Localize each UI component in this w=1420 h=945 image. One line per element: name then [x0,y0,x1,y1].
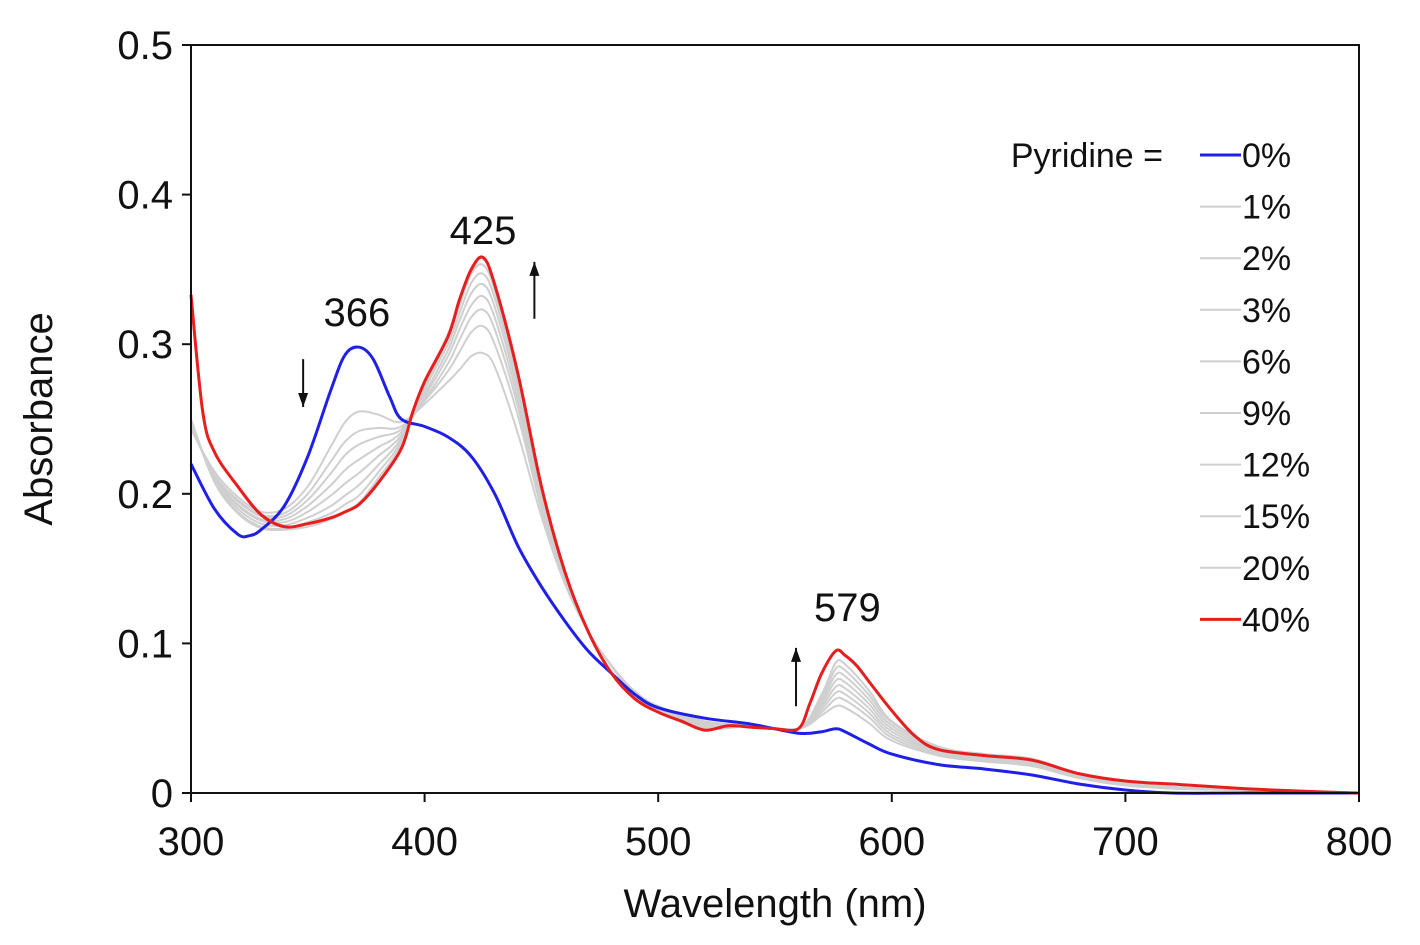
y-tick-label: 0.1 [117,622,173,666]
y-tick-label: 0.3 [117,323,173,367]
y-tick-label: 0 [151,772,173,816]
y-axis-title: Absorbance [17,312,61,525]
legend-label: 20% [1242,550,1310,588]
legend-label: 6% [1242,343,1291,381]
x-tick-label: 400 [391,820,458,864]
arrow-down-head [298,393,309,408]
x-tick-label: 800 [1326,820,1393,864]
legend-label: 1% [1242,189,1291,227]
peak-label-579: 579 [814,586,881,630]
series-line-40pct [189,255,1360,795]
x-tick-label: 600 [858,820,925,864]
plot-frame [190,44,1360,794]
legend-label: 9% [1242,395,1291,433]
legend-label: 0% [1242,137,1291,175]
axes [190,44,1360,794]
legend-title: Pyridine = [1011,137,1163,175]
x-tick-label: 500 [625,820,692,864]
peak-label-425: 425 [450,209,517,253]
legend-label: 2% [1242,240,1291,278]
y-tick-label: 0.2 [117,473,173,517]
legend-label: 40% [1242,601,1310,639]
x-tick-label: 300 [158,820,225,864]
legend-label: 15% [1242,498,1310,536]
y-tick-label: 0.4 [117,174,173,218]
plot-area [191,45,1359,793]
arrow-up-head [791,647,802,662]
x-axis-title: Wavelength (nm) [623,882,926,926]
arrow-up-head [529,261,540,276]
annotations: 366 425 579 [298,209,881,707]
series-line-0pct [189,345,1359,795]
x-tick-label: 700 [1092,820,1159,864]
legend-label: 3% [1242,292,1291,330]
series-curves [189,255,1360,795]
legend: Pyridine = 0% 1% 2% 3% 6% 9% 12% 15% 20% 40% [1011,137,1310,639]
y-tick-label: 0.5 [117,24,173,68]
peak-label-366: 366 [323,291,390,335]
ticks: 300 400 500 600 700 800 0 0.1 0.2 0.3 0.4 0.5 [117,24,1392,864]
legend-label: 12% [1242,447,1310,485]
plot-background [191,45,1359,793]
